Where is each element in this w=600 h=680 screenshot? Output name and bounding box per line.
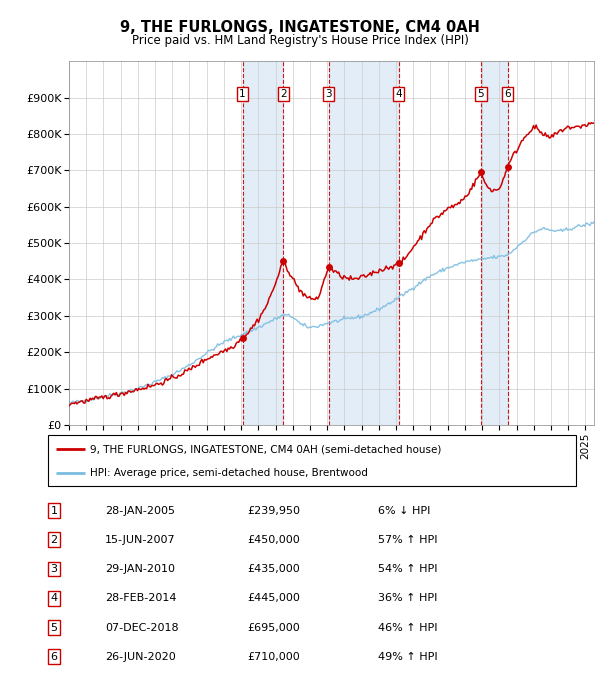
Text: 1: 1: [50, 505, 58, 515]
Text: 6: 6: [50, 651, 58, 662]
Text: £445,000: £445,000: [247, 593, 300, 603]
Bar: [242, 61, 283, 425]
Text: £710,000: £710,000: [247, 651, 300, 662]
Text: 46% ↑ HPI: 46% ↑ HPI: [378, 622, 437, 632]
Text: 28-FEB-2014: 28-FEB-2014: [105, 593, 176, 603]
Text: 15-JUN-2007: 15-JUN-2007: [105, 534, 176, 545]
Text: 5: 5: [50, 622, 58, 632]
Text: 4: 4: [395, 89, 402, 99]
Text: £450,000: £450,000: [247, 534, 300, 545]
Text: 3: 3: [325, 89, 332, 99]
Text: 6% ↓ HPI: 6% ↓ HPI: [378, 505, 430, 515]
Text: Price paid vs. HM Land Registry's House Price Index (HPI): Price paid vs. HM Land Registry's House …: [131, 34, 469, 47]
Text: 2: 2: [280, 89, 287, 99]
Text: 49% ↑ HPI: 49% ↑ HPI: [378, 651, 437, 662]
Text: £239,950: £239,950: [247, 505, 300, 515]
Text: 26-JUN-2020: 26-JUN-2020: [105, 651, 176, 662]
Text: 54% ↑ HPI: 54% ↑ HPI: [378, 564, 437, 574]
Text: 3: 3: [50, 564, 58, 574]
Text: 5: 5: [478, 89, 484, 99]
Text: 4: 4: [50, 593, 58, 603]
Text: 36% ↑ HPI: 36% ↑ HPI: [378, 593, 437, 603]
Text: 2: 2: [50, 534, 58, 545]
Text: 29-JAN-2010: 29-JAN-2010: [105, 564, 175, 574]
Bar: [481, 61, 508, 425]
Text: HPI: Average price, semi-detached house, Brentwood: HPI: Average price, semi-detached house,…: [90, 469, 368, 479]
Text: 07-DEC-2018: 07-DEC-2018: [105, 622, 179, 632]
Text: 1: 1: [239, 89, 246, 99]
Text: 9, THE FURLONGS, INGATESTONE, CM4 0AH: 9, THE FURLONGS, INGATESTONE, CM4 0AH: [120, 20, 480, 35]
Text: £695,000: £695,000: [247, 622, 300, 632]
Text: 9, THE FURLONGS, INGATESTONE, CM4 0AH (semi-detached house): 9, THE FURLONGS, INGATESTONE, CM4 0AH (s…: [90, 445, 442, 454]
Bar: [329, 61, 399, 425]
Text: 57% ↑ HPI: 57% ↑ HPI: [378, 534, 437, 545]
Text: £435,000: £435,000: [247, 564, 300, 574]
Text: 28-JAN-2005: 28-JAN-2005: [105, 505, 175, 515]
Text: 6: 6: [505, 89, 511, 99]
